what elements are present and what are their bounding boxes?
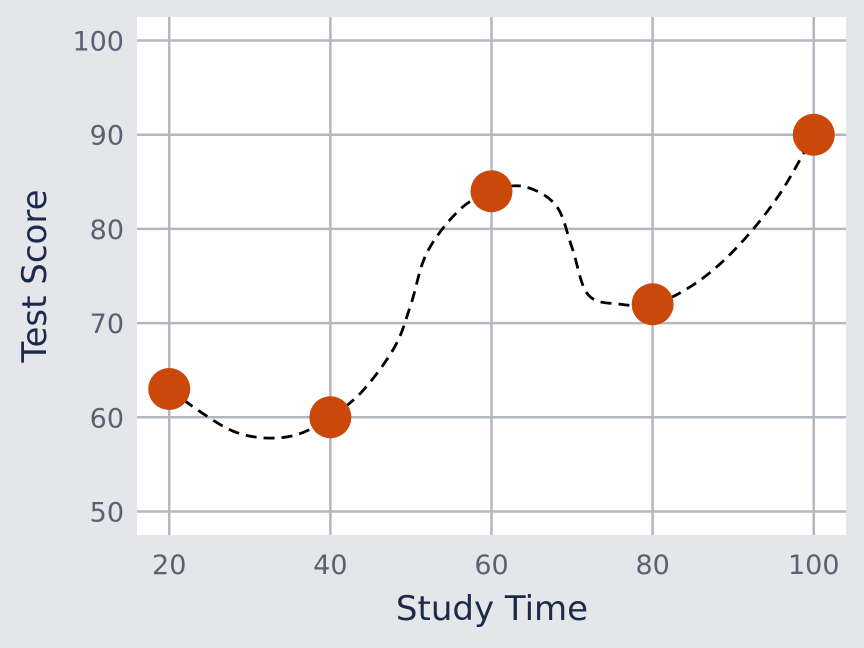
x-tick-label: 60	[474, 550, 508, 581]
y-tick-labels: 50 60 70 80 90 100	[72, 27, 124, 529]
x-tick-label: 20	[152, 550, 186, 581]
line-layer	[168, 134, 815, 440]
y-tick-label: 90	[90, 121, 124, 152]
y-tick-label: 100	[72, 27, 124, 58]
point-layer	[148, 113, 835, 439]
fitted-curve	[168, 134, 815, 440]
grid-layer	[137, 17, 846, 535]
x-tick-label: 100	[788, 550, 840, 581]
x-tick-label: 40	[313, 550, 347, 581]
x-tick-label: 80	[635, 550, 669, 581]
y-tick-label: 60	[90, 403, 124, 434]
y-tick-label: 80	[90, 215, 124, 246]
x-tick-labels: 20 40 60 80 100	[152, 550, 839, 581]
data-point	[792, 113, 835, 156]
y-axis-title: Test Score	[15, 190, 55, 364]
y-tick-label: 50	[90, 497, 124, 528]
data-point	[148, 368, 191, 411]
data-point	[470, 170, 513, 213]
data-point	[309, 396, 352, 439]
x-axis-title: Study Time	[396, 589, 588, 629]
y-tick-label: 70	[90, 309, 124, 340]
data-point	[631, 283, 674, 326]
